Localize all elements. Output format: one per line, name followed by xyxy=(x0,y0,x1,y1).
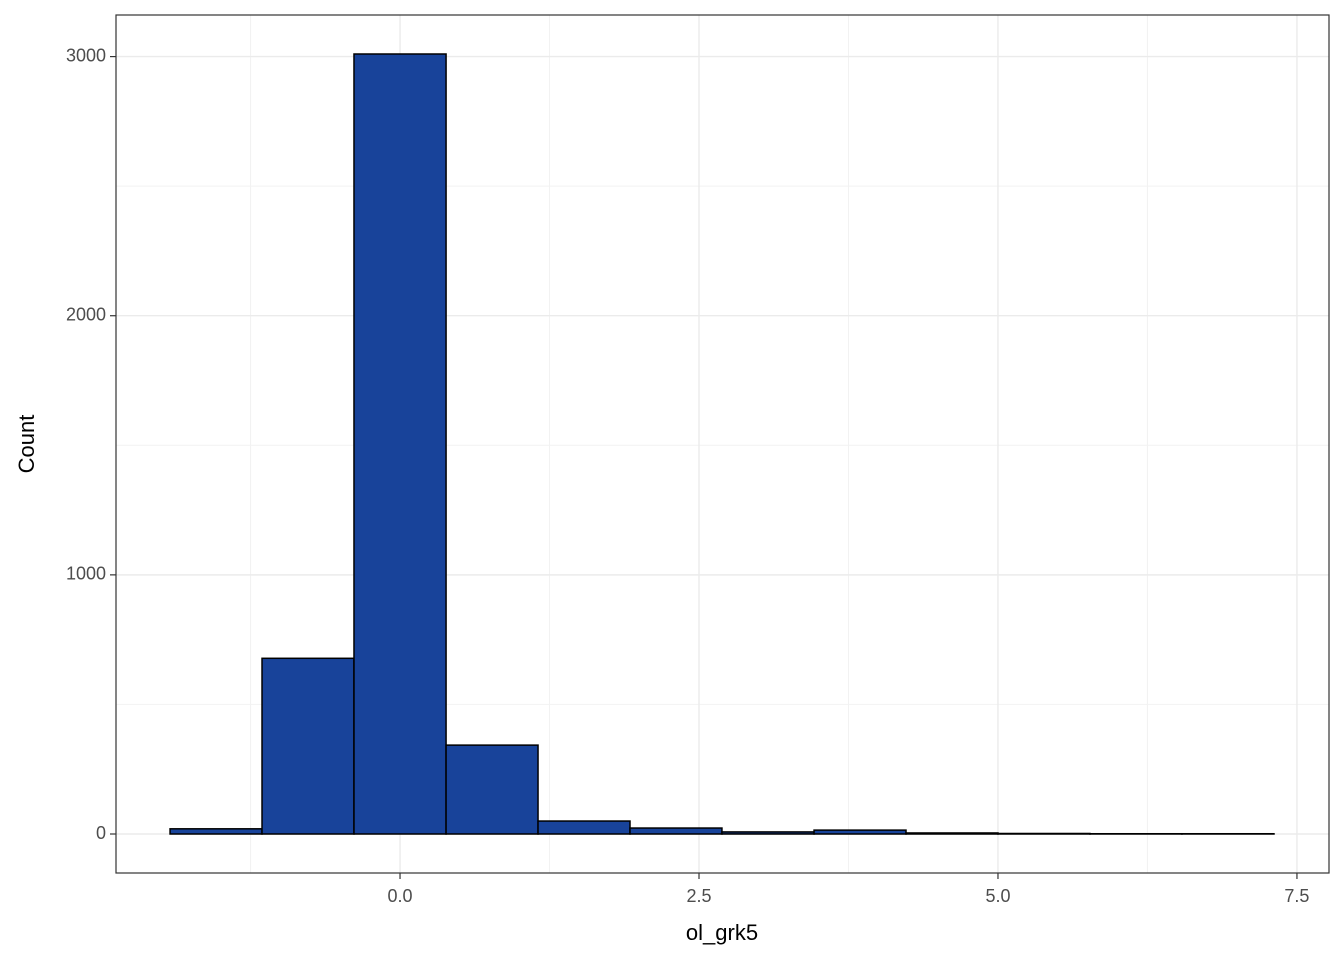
bar xyxy=(354,54,446,834)
y-tick-label: 0 xyxy=(96,823,106,843)
bar xyxy=(998,833,1090,834)
y-axis-title: Count xyxy=(14,415,39,474)
bar xyxy=(722,832,814,834)
bar xyxy=(814,830,906,834)
bar xyxy=(630,828,722,834)
x-axis-title: ol_grk5 xyxy=(686,920,758,945)
y-tick-label: 3000 xyxy=(66,45,106,65)
y-tick-label: 1000 xyxy=(66,564,106,584)
y-tick-label: 2000 xyxy=(66,304,106,324)
bar xyxy=(170,829,262,834)
x-tick-label: 2.5 xyxy=(686,886,711,906)
x-tick-label: 7.5 xyxy=(1284,886,1309,906)
x-tick-label: 0.0 xyxy=(388,886,413,906)
bar xyxy=(446,745,538,834)
x-tick-label: 5.0 xyxy=(985,886,1010,906)
bar xyxy=(262,658,354,834)
bar xyxy=(538,821,630,834)
bar xyxy=(906,833,998,834)
